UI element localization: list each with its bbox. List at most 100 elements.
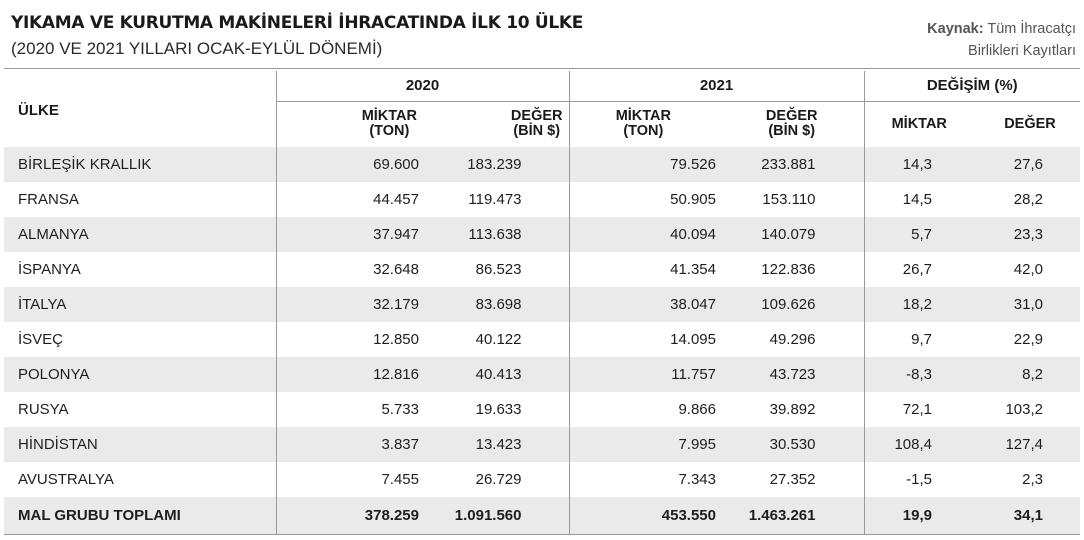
table-row: ALMANYA 37.947 113.638 40.094 140.079 5,7 23,3 bbox=[4, 217, 1080, 252]
qty-2021-cell: 41.354 bbox=[568, 252, 719, 287]
val-2021-cell: 27.352 bbox=[719, 462, 864, 497]
table-row: RUSYA 5.733 19.633 9.866 39.892 72,1 103,2 bbox=[4, 392, 1080, 427]
qty-2020-cell: 69.600 bbox=[275, 147, 421, 182]
qty-2020-line2: (TON) bbox=[369, 123, 410, 140]
val-2020-cell: 1.091.560 bbox=[421, 497, 569, 535]
val-2020-cell: 119.473 bbox=[421, 182, 569, 217]
val-2020-cell: 113.638 bbox=[421, 217, 569, 252]
qty-2020-cell: 37.947 bbox=[275, 217, 421, 252]
val-2020-header: DEĞER (BİN $) bbox=[421, 101, 569, 147]
val-2021-cell: 109.626 bbox=[719, 287, 864, 322]
country-cell: HİNDİSTAN bbox=[4, 427, 276, 462]
change-qty-cell: 108,4 bbox=[863, 427, 972, 462]
page-subtitle: (2020 VE 2021 YILLARI OCAK-EYLÜL DÖNEMİ) bbox=[11, 39, 383, 58]
country-cell: POLONYA bbox=[4, 357, 276, 392]
page-title: YIKAMA VE KURUTMA MAKİNELERİ İHRACATINDA… bbox=[11, 13, 584, 33]
val-2021-header: DEĞER (BİN $) bbox=[719, 101, 864, 147]
qty-2020-header: MİKTAR (TON) bbox=[275, 101, 421, 147]
country-cell: RUSYA bbox=[4, 392, 276, 427]
val-2021-cell: 140.079 bbox=[719, 217, 864, 252]
change-val-cell: 8,2 bbox=[972, 357, 1080, 392]
total-row: MAL GRUBU TOPLAMI 378.259 1.091.560 453.550… bbox=[4, 497, 1080, 535]
table-row: İTALYA 32.179 83.698 38.047 109.626 18,2 31,0 bbox=[4, 287, 1080, 322]
qty-2021-cell: 50.905 bbox=[568, 182, 719, 217]
source-note: Kaynak: Tüm İhracatçı Birlikleri Kayıtla… bbox=[927, 18, 1076, 62]
val-2020-cell: 86.523 bbox=[421, 252, 569, 287]
change-qty-cell: 14,3 bbox=[863, 147, 972, 182]
val-2020-cell: 183.239 bbox=[421, 147, 569, 182]
qty-2021-cell: 11.757 bbox=[568, 357, 719, 392]
change-val-cell: 27,6 bbox=[972, 147, 1080, 182]
val-2020-line1: DEĞER bbox=[510, 108, 563, 125]
val-2021-cell: 39.892 bbox=[719, 392, 864, 427]
change-val-cell: 34,1 bbox=[972, 497, 1080, 535]
qty-2020-cell: 5.733 bbox=[275, 392, 421, 427]
qty-2020-cell: 7.455 bbox=[275, 462, 421, 497]
change-qty-cell: 5,7 bbox=[863, 217, 972, 252]
val-2020-line2: (BİN $) bbox=[513, 123, 561, 140]
qty-2020-cell: 32.648 bbox=[275, 252, 421, 287]
val-2020-cell: 13.423 bbox=[421, 427, 569, 462]
qty-2021-line2: (TON) bbox=[623, 123, 664, 140]
export-table: ÜLKE 2020 2021 DEĞİŞİM (%) MİKTAR (TON) D… bbox=[4, 71, 1080, 535]
qty-2020-line1: MİKTAR bbox=[361, 108, 417, 125]
table-body: BİRLEŞİK KRALLIK 69.600 183.239 79.526 233.8… bbox=[4, 147, 1080, 535]
change-val-cell: 2,3 bbox=[972, 462, 1080, 497]
change-val-cell: 22,9 bbox=[972, 322, 1080, 357]
table-row: HİNDİSTAN 3.837 13.423 7.995 30.530 108,4 127,… bbox=[4, 427, 1080, 462]
change-qty-header: MİKTAR bbox=[863, 101, 972, 147]
country-cell: AVUSTRALYA bbox=[4, 462, 276, 497]
qty-2021-cell: 7.343 bbox=[568, 462, 719, 497]
val-2020-cell: 40.122 bbox=[421, 322, 569, 357]
val-2021-line2: (BİN $) bbox=[768, 123, 816, 140]
val-2021-cell: 1.463.261 bbox=[719, 497, 864, 535]
country-cell: İSVEÇ bbox=[4, 322, 276, 357]
qty-2021-cell: 40.094 bbox=[568, 217, 719, 252]
source-line-1: Tüm İhracatçı bbox=[987, 21, 1076, 37]
change-header: DEĞİŞİM (%) bbox=[863, 71, 1080, 102]
val-2021-line1: DEĞER bbox=[765, 108, 818, 125]
val-2021-cell: 30.530 bbox=[719, 427, 864, 462]
qty-2020-cell: 12.850 bbox=[275, 322, 421, 357]
table-row: POLONYA 12.816 40.413 11.757 43.723 -8,3 8,2 bbox=[4, 357, 1080, 392]
table-row: FRANSA 44.457 119.473 50.905 153.110 14,5 28,2 bbox=[4, 182, 1080, 217]
qty-2020-cell: 44.457 bbox=[275, 182, 421, 217]
change-val-cell: 23,3 bbox=[972, 217, 1080, 252]
qty-2021-line1: MİKTAR bbox=[615, 108, 671, 125]
table-row: AVUSTRALYA 7.455 26.729 7.343 27.352 -1,5 2,3 bbox=[4, 462, 1080, 497]
qty-2020-cell: 378.259 bbox=[275, 497, 421, 535]
country-cell: BİRLEŞİK KRALLIK bbox=[4, 147, 276, 182]
change-qty-cell: 18,2 bbox=[863, 287, 972, 322]
change-qty-cell: 14,5 bbox=[863, 182, 972, 217]
val-2021-cell: 153.110 bbox=[719, 182, 864, 217]
change-val-cell: 42,0 bbox=[972, 252, 1080, 287]
change-qty-cell: 72,1 bbox=[863, 392, 972, 427]
val-2020-cell: 83.698 bbox=[421, 287, 569, 322]
country-cell: İSPANYA bbox=[4, 252, 276, 287]
qty-2021-cell: 38.047 bbox=[568, 287, 719, 322]
country-cell: ALMANYA bbox=[4, 217, 276, 252]
qty-2020-cell: 12.816 bbox=[275, 357, 421, 392]
val-2020-cell: 40.413 bbox=[421, 357, 569, 392]
change-qty-cell: 9,7 bbox=[863, 322, 972, 357]
val-2021-cell: 43.723 bbox=[719, 357, 864, 392]
val-2020-cell: 26.729 bbox=[421, 462, 569, 497]
source-line-2: Birlikleri Kayıtları bbox=[968, 43, 1076, 59]
table-row: İSVEÇ 12.850 40.122 14.095 49.296 9,7 22,9 bbox=[4, 322, 1080, 357]
change-qty-cell: -1,5 bbox=[863, 462, 972, 497]
val-2020-cell: 19.633 bbox=[421, 392, 569, 427]
country-cell: FRANSA bbox=[4, 182, 276, 217]
qty-2020-cell: 3.837 bbox=[275, 427, 421, 462]
country-cell: MAL GRUBU TOPLAMI bbox=[4, 497, 276, 535]
year-2020-header: 2020 bbox=[275, 71, 569, 102]
qty-2021-header: MİKTAR (TON) bbox=[568, 101, 719, 147]
change-val-header: DEĞER bbox=[1004, 115, 1056, 132]
val-2021-cell: 233.881 bbox=[719, 147, 864, 182]
qty-2021-cell: 14.095 bbox=[568, 322, 719, 357]
table-row: İSPANYA 32.648 86.523 41.354 122.836 26,7 42,0 bbox=[4, 252, 1080, 287]
year-2021-header: 2021 bbox=[568, 71, 864, 102]
qty-2021-cell: 9.866 bbox=[568, 392, 719, 427]
table-row: BİRLEŞİK KRALLIK 69.600 183.239 79.526 233.8… bbox=[4, 147, 1080, 182]
change-qty-cell: -8,3 bbox=[863, 357, 972, 392]
